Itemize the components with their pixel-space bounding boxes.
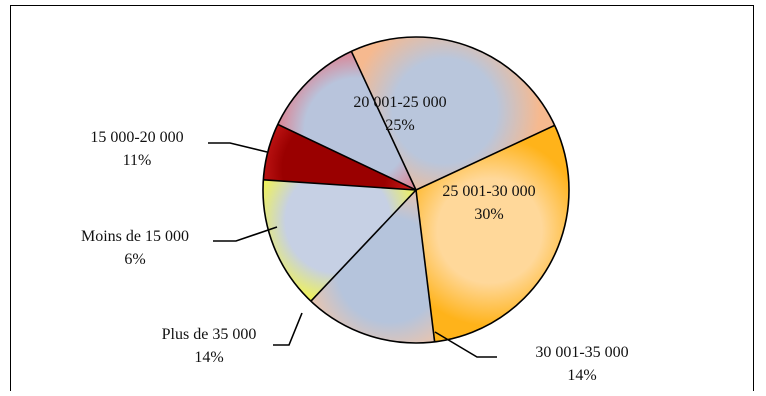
slice-divider bbox=[415, 189, 436, 342]
leader-line-plus-de-35-000 bbox=[273, 312, 303, 346]
slice-label-20-001-25-000: 20 001-25 000 bbox=[353, 94, 446, 111]
pie-slice-moins-de-15-000 bbox=[263, 124, 416, 190]
slice-label-moins-de-15-000: Moins de 15 000 bbox=[81, 228, 189, 245]
slice-percent-moins-de-15-000: 6% bbox=[124, 251, 145, 268]
leader-line-moins-de-15-000 bbox=[213, 226, 278, 242]
slice-divider bbox=[350, 50, 417, 191]
slice-divider bbox=[263, 179, 417, 191]
pie-slice-15-000-20-000 bbox=[277, 51, 416, 191]
pie-slice-30-001-35-000 bbox=[310, 190, 435, 343]
slice-label-plus-de-35-000: Plus de 35 000 bbox=[162, 326, 257, 343]
chart-frame bbox=[10, 5, 754, 391]
slice-divider bbox=[415, 124, 556, 191]
leader-line-15-000-20-000 bbox=[208, 142, 268, 153]
slice-label-30-001-35-000: 30 001-35 000 bbox=[535, 344, 628, 361]
pie-slice-25-001-30-000 bbox=[416, 125, 569, 342]
slice-percent-20-001-25-000: 25% bbox=[385, 117, 414, 134]
slice-label-25-001-30-000: 25 001-30 000 bbox=[442, 183, 535, 200]
slice-divider bbox=[277, 123, 417, 191]
slice-divider bbox=[310, 189, 417, 302]
slice-percent-30-001-35-000: 14% bbox=[567, 367, 596, 384]
pie-slice-plus-de-35-000 bbox=[263, 179, 416, 302]
leader-line-30-001-35-000 bbox=[434, 331, 497, 358]
slice-percent-25-001-30-000: 30% bbox=[474, 206, 503, 223]
slice-percent-plus-de-35-000: 14% bbox=[194, 349, 223, 366]
slice-label-15-000-20-000: 15 000-20 000 bbox=[90, 129, 183, 146]
slice-percent-15-000-20-000: 11% bbox=[123, 152, 152, 169]
pie-slice-20-001-25-000 bbox=[351, 37, 555, 190]
pie-outline bbox=[262, 36, 570, 344]
